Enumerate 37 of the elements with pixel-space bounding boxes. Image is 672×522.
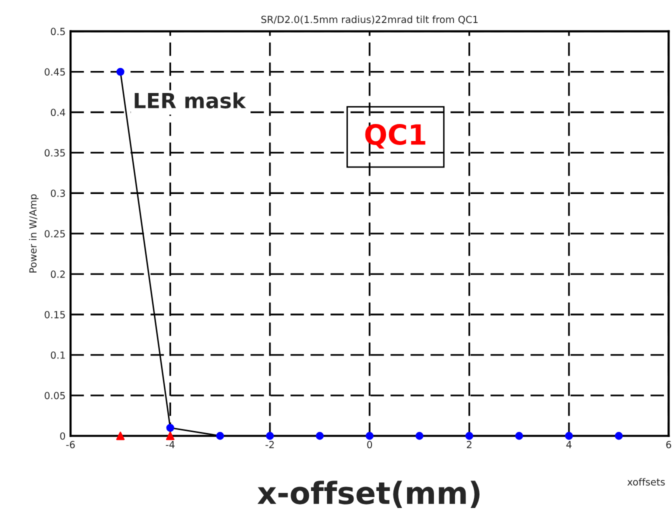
x-tick-label: 6	[666, 440, 672, 448]
y-tick-label: 0.5	[50, 28, 65, 36]
y-tick-label: 0.15	[44, 310, 65, 318]
point	[166, 424, 174, 432]
y-tick-label: 0.1	[50, 351, 65, 359]
x-tick-label: 2	[466, 440, 472, 448]
x-tick-label: 4	[566, 441, 572, 448]
x-tick-label: 0	[367, 440, 372, 448]
point	[515, 432, 524, 440]
y-tick-label: 0.3	[50, 190, 65, 197]
x-tick-label: -4	[166, 441, 175, 448]
y-tick-label: 0.4	[50, 108, 66, 116]
y-tick-label: 0.35	[44, 149, 65, 157]
text: xoffsets	[627, 478, 665, 486]
y-tick-label: 0.25	[44, 230, 65, 238]
x-tick-label: -6	[66, 440, 75, 448]
point	[266, 432, 274, 440]
point	[116, 68, 124, 76]
point	[216, 432, 224, 440]
annotation: LER mask	[134, 92, 246, 108]
y-tick-label: 0.45	[44, 68, 65, 76]
y-tick-label: 0	[60, 432, 66, 440]
chart-title: SR/D2.0(1.5mm radius)22mrad tilt from QC1	[261, 16, 478, 24]
y-axis-title: Power in W/Amp	[29, 194, 38, 272]
annotation: QC1	[365, 124, 426, 149]
y-tick-label: 0.05	[44, 392, 65, 400]
point	[614, 432, 623, 440]
point	[415, 432, 424, 440]
point	[116, 432, 125, 440]
y-tick-label: 0.2	[50, 270, 65, 278]
point	[565, 432, 573, 440]
point	[166, 432, 174, 440]
point	[366, 432, 374, 440]
point	[465, 432, 474, 440]
point	[316, 432, 324, 440]
x-axis-title: x-offset(mm)	[258, 480, 480, 508]
x-tick-label: -2	[266, 440, 274, 448]
